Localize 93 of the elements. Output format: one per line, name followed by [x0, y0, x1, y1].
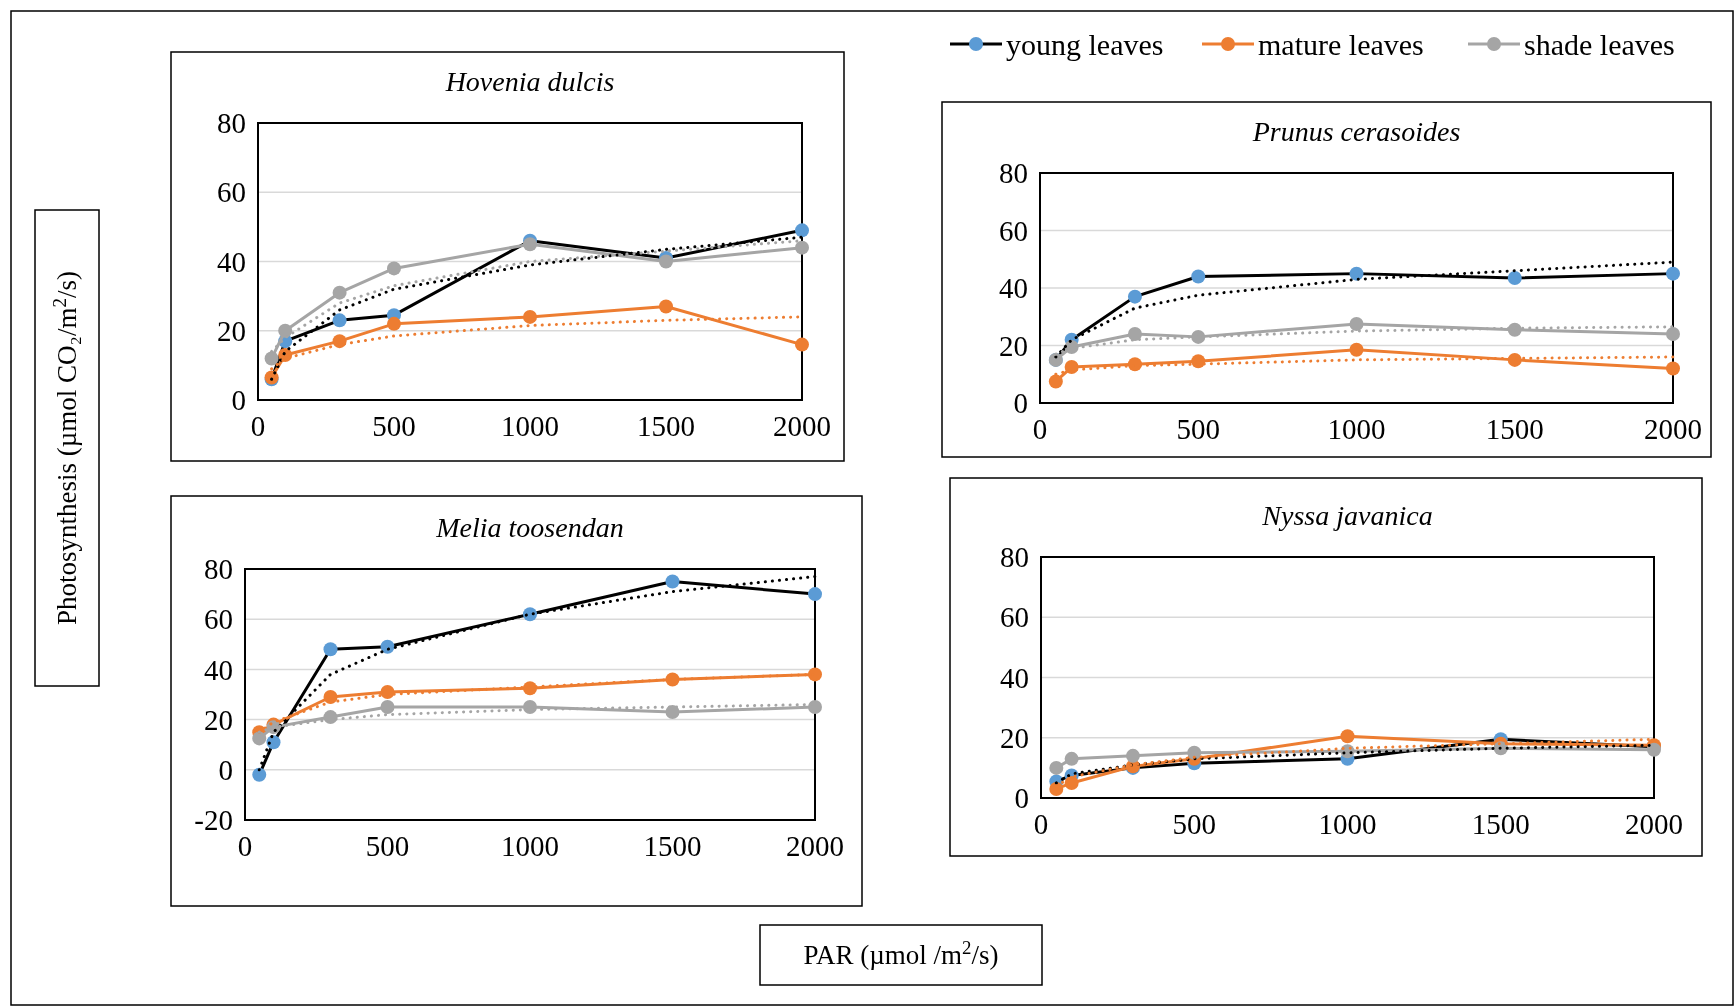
y-tick-label: 80 — [999, 157, 1028, 190]
point — [1049, 781, 1064, 796]
y-tick-label: 0 — [231, 384, 246, 417]
point — [523, 237, 537, 252]
x-tick-label: 0 — [250, 410, 266, 442]
point — [1187, 745, 1202, 760]
y-tick-label: 20 — [1000, 721, 1029, 754]
point — [795, 240, 809, 255]
point — [1064, 775, 1079, 790]
y-tick-label: 20 — [999, 329, 1028, 362]
point — [1064, 751, 1079, 766]
x-tick-label: 500 — [365, 830, 410, 862]
y-tick-label: 40 — [999, 272, 1028, 305]
y-tick-label: 0 — [1014, 782, 1029, 815]
point — [523, 681, 537, 696]
x-axis-title: PAR (µmol /m$^{2}$/s) — [803, 936, 999, 970]
point — [1349, 316, 1364, 331]
x-tick-label: 500 — [372, 410, 416, 442]
point — [1666, 361, 1680, 376]
point — [323, 690, 338, 705]
chart-title: Prunus cerasoides — [1251, 116, 1461, 147]
x-tick-label: 500 — [1172, 808, 1216, 840]
point — [665, 574, 680, 589]
point — [523, 309, 537, 324]
x-tick-label: 1500 — [643, 830, 702, 862]
point — [252, 767, 267, 782]
point — [1048, 374, 1063, 389]
point — [1349, 342, 1364, 357]
point — [1127, 289, 1142, 304]
y-tick-label: -20 — [194, 804, 233, 837]
y-tick-label: 80 — [217, 107, 246, 140]
point — [323, 642, 338, 657]
point — [252, 731, 267, 746]
point — [1049, 760, 1064, 775]
point — [387, 316, 401, 331]
y-tick-label: 20 — [204, 703, 233, 736]
point — [808, 587, 822, 602]
point — [1191, 354, 1206, 369]
x-tick-label: 1000 — [501, 410, 559, 442]
x-tick-label: 2000 — [773, 410, 831, 442]
point — [380, 684, 395, 699]
point — [380, 700, 395, 715]
y-tick-label: 60 — [1000, 601, 1029, 634]
y-tick-label: 60 — [217, 176, 246, 209]
point — [808, 667, 822, 682]
point — [1340, 729, 1355, 744]
point — [1507, 270, 1522, 285]
point — [1191, 329, 1206, 344]
y-tick-label: 80 — [1000, 541, 1029, 574]
point — [795, 337, 809, 352]
point — [264, 351, 279, 366]
x-tick-label: 1500 — [637, 410, 695, 442]
chart-title: Hovenia dulcis — [444, 66, 615, 97]
legend-label: young leaves — [1006, 27, 1164, 61]
y-tick-label: 60 — [999, 214, 1028, 247]
x-tick-label: 1000 — [1318, 808, 1377, 840]
point — [1125, 748, 1140, 763]
y-tick-label: 0 — [1013, 387, 1028, 420]
y-tick-label: 40 — [204, 653, 233, 686]
point — [1191, 269, 1206, 284]
point — [380, 639, 395, 654]
point — [1349, 266, 1364, 281]
legend-label: mature leaves — [1258, 27, 1424, 61]
y-tick-label: 20 — [217, 314, 246, 347]
point — [278, 323, 293, 338]
point — [659, 299, 673, 314]
y-tick-label: 0 — [218, 753, 233, 786]
x-tick-label: 2000 — [1625, 808, 1683, 840]
legend-label: shade leaves — [1524, 27, 1675, 61]
chart-title: Melia toosendan — [435, 512, 624, 543]
x-tick-label: 0 — [1033, 808, 1049, 840]
y-tick-label: 80 — [204, 553, 233, 586]
x-tick-label: 500 — [1176, 413, 1220, 445]
x-tick-label: 2000 — [786, 830, 844, 862]
x-tick-label: 1500 — [1485, 413, 1544, 445]
x-tick-label: 1500 — [1471, 808, 1530, 840]
point — [323, 710, 338, 725]
point — [665, 705, 680, 720]
point — [808, 700, 822, 715]
x-tick-label: 1000 — [501, 830, 559, 862]
point — [1127, 327, 1142, 341]
y-tick-label: 40 — [1000, 661, 1029, 694]
point — [332, 285, 347, 300]
point — [1666, 266, 1680, 281]
chart-title: Nyssa javanica — [1261, 500, 1433, 531]
point — [332, 313, 347, 328]
x-tick-label: 2000 — [1644, 413, 1702, 445]
y-tick-label: 60 — [204, 603, 233, 636]
point — [387, 261, 401, 276]
x-tick-label: 1000 — [1327, 413, 1386, 445]
point — [1666, 327, 1680, 341]
y-tick-label: 40 — [217, 245, 246, 278]
point — [795, 223, 809, 238]
